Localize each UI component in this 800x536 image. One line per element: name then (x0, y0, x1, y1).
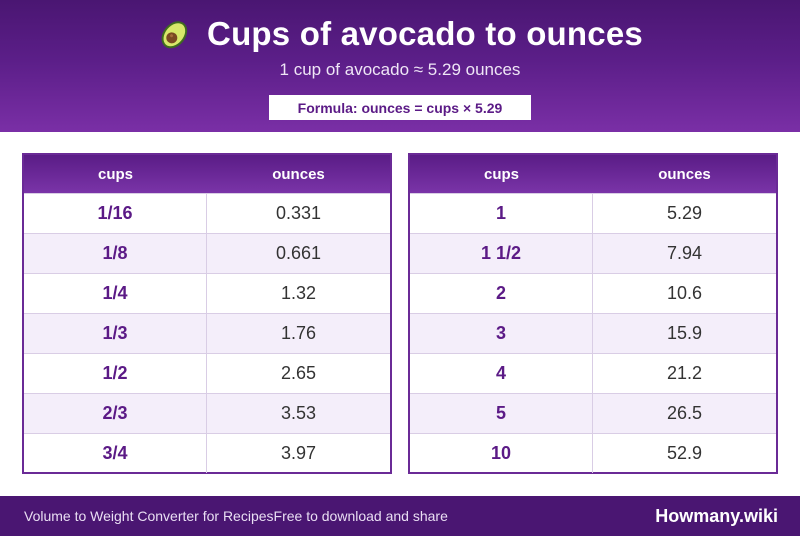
page-title: Cups of avocado to ounces (207, 15, 643, 52)
subtitle: 1 cup of avocado ≈ 5.29 ounces (279, 60, 521, 79)
ounces-cell: 15.9 (666, 323, 703, 343)
table-row: 1 1/2 7.94 (410, 233, 776, 273)
ounces-cell: 0.331 (275, 203, 322, 223)
cups-cell: 3/4 (24, 434, 207, 473)
cups-cell: 1 1/2 (410, 234, 593, 273)
ounces-cell: 52.9 (666, 443, 703, 463)
table-row: 1 5.29 (410, 193, 776, 233)
cups-cell: 1 (410, 194, 593, 233)
table-row: 3/4 3.97 (24, 433, 390, 473)
cups-cell: 3 (410, 314, 593, 353)
cups-cell: 1/16 (24, 194, 207, 233)
table-header: cups ounces (24, 155, 390, 193)
table-row: 1/3 1.76 (24, 313, 390, 353)
cups-cell: 1/8 (24, 234, 207, 273)
cups-cell: 10 (410, 434, 593, 473)
ounces-cell: 21.2 (666, 363, 703, 383)
ounces-cell: 3.97 (280, 443, 317, 463)
column-header-ounces: ounces (658, 165, 711, 183)
ounces-cell: 7.94 (666, 243, 703, 263)
table-row: 10 52.9 (410, 433, 776, 473)
table-row: 2 10.6 (410, 273, 776, 313)
ounces-cell: 2.65 (280, 363, 317, 383)
table-row: 3 15.9 (410, 313, 776, 353)
cups-cell: 1/4 (24, 274, 207, 313)
ounces-cell: 10.6 (666, 283, 703, 303)
table-row: 1/2 2.65 (24, 353, 390, 393)
table-row: 2/3 3.53 (24, 393, 390, 433)
title-row: Cups of avocado to ounces (0, 14, 800, 54)
conversion-table-right: cups ounces 1 5.29 1 1/2 7.94 2 10.6 3 1… (408, 153, 778, 474)
header-banner: Cups of avocado to ounces 1 cup of avoca… (0, 0, 800, 132)
avocado-icon (161, 21, 188, 49)
cups-cell: 2/3 (24, 394, 207, 433)
cups-cell: 1/2 (24, 354, 207, 393)
table-header: cups ounces (410, 155, 776, 193)
brand-logo-text[interactable]: Howmany.wiki (655, 505, 778, 526)
footer-bar: Volume to Weight Converter for Recipes F… (0, 496, 800, 536)
ounces-cell: 3.53 (280, 403, 317, 423)
table-row: 4 21.2 (410, 353, 776, 393)
column-header-cups: cups (97, 165, 133, 183)
conversion-table-left: cups ounces 1/16 0.331 1/8 0.661 1/4 1.3… (22, 153, 392, 474)
cups-cell: 2 (410, 274, 593, 313)
cups-cell: 1/3 (24, 314, 207, 353)
ounces-cell: 0.661 (275, 243, 322, 263)
cups-cell: 5 (410, 394, 593, 433)
ounces-cell: 1.32 (280, 283, 317, 303)
table-row: 5 26.5 (410, 393, 776, 433)
ounces-cell: 5.29 (666, 203, 703, 223)
column-header-cups: cups (483, 165, 519, 183)
ounces-cell: 26.5 (666, 403, 703, 423)
formula-badge: Formula: ounces = cups × 5.29 (269, 95, 531, 120)
ounces-cell: 1.76 (280, 323, 317, 343)
footer-site-description: Volume to Weight Converter for Recipes (24, 508, 274, 524)
cups-cell: 4 (410, 354, 593, 393)
table-row: 1/16 0.331 (24, 193, 390, 233)
footer-share-note: Free to download and share (273, 508, 448, 524)
table-row: 1/4 1.32 (24, 273, 390, 313)
table-row: 1/8 0.661 (24, 233, 390, 273)
column-header-ounces: ounces (272, 165, 325, 183)
